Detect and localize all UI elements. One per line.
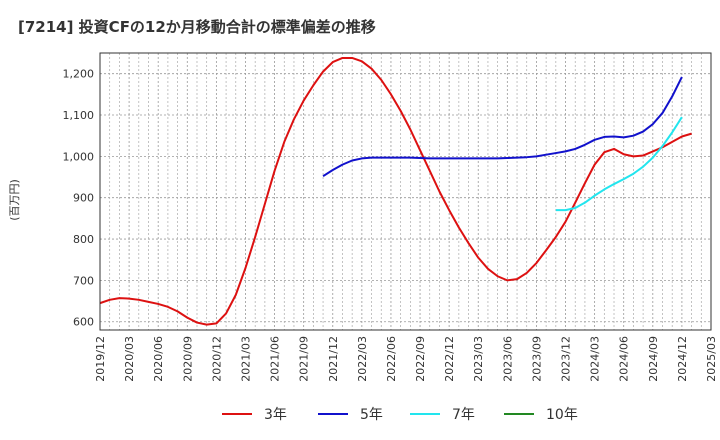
- y-tick-labels: 600 700 800 900 1,000 1,100 1,200: [63, 68, 95, 329]
- grid-lines: [99, 53, 712, 330]
- x-tick-label: 2023/06: [501, 336, 514, 382]
- y-tick-label: 800: [73, 233, 94, 246]
- x-tick-label: 2019/12: [94, 336, 107, 382]
- x-tick-label: 2021/03: [239, 336, 252, 382]
- y-tick-label: 600: [73, 316, 94, 329]
- x-tick-label: 2021/09: [298, 336, 311, 382]
- series-line: [555, 116, 683, 212]
- y-tick-label: 1,200: [63, 68, 95, 81]
- x-tick-label: 2020/09: [181, 336, 194, 382]
- legend: 3年 5年 7年 10年: [222, 407, 578, 423]
- x-tick-label: 2022/06: [385, 336, 398, 382]
- series-lines: [99, 56, 692, 326]
- x-tick-label: 2021/06: [269, 336, 282, 382]
- x-tick-label: 2023/09: [530, 336, 543, 382]
- chart-title: [7214] 投資CFの12か月移動合計の標準偏差の推移: [18, 18, 376, 36]
- x-tick-labels: 2019/12 2020/03 2020/06 2020/09 2020/12 2021/…: [94, 336, 718, 382]
- legend-label: 7年: [452, 407, 475, 423]
- x-tick-label: 2020/12: [210, 336, 223, 382]
- x-tick-label: 2021/12: [327, 336, 340, 382]
- x-tick-label: 2025/03: [705, 336, 718, 382]
- x-tick-label: 2024/06: [618, 336, 631, 382]
- y-tick-label: 1,000: [63, 150, 95, 163]
- x-tick-label: 2020/03: [123, 336, 136, 382]
- x-tick-label: 2024/09: [647, 336, 660, 382]
- legend-label: 10年: [546, 407, 578, 423]
- x-tick-label: 2022/03: [356, 336, 369, 382]
- y-tick-label: 700: [73, 274, 94, 287]
- x-tick-label: 2023/03: [472, 336, 485, 382]
- series-line: [99, 56, 692, 326]
- y-axis-label: (百万円): [8, 179, 21, 221]
- x-tick-label: 2024/03: [589, 336, 602, 382]
- x-tick-label: 2022/12: [443, 336, 456, 382]
- legend-label: 5年: [360, 407, 383, 423]
- series-line: [322, 76, 683, 178]
- y-tick-label: 900: [73, 192, 94, 205]
- x-tick-label: 2023/12: [560, 336, 573, 382]
- x-tick-label: 2024/12: [676, 336, 689, 382]
- x-tick-label: 2022/09: [414, 336, 427, 382]
- y-tick-label: 1,100: [63, 109, 95, 122]
- x-tick-label: 2020/06: [152, 336, 165, 382]
- legend-label: 3年: [264, 407, 287, 423]
- plot-frame: [99, 52, 712, 331]
